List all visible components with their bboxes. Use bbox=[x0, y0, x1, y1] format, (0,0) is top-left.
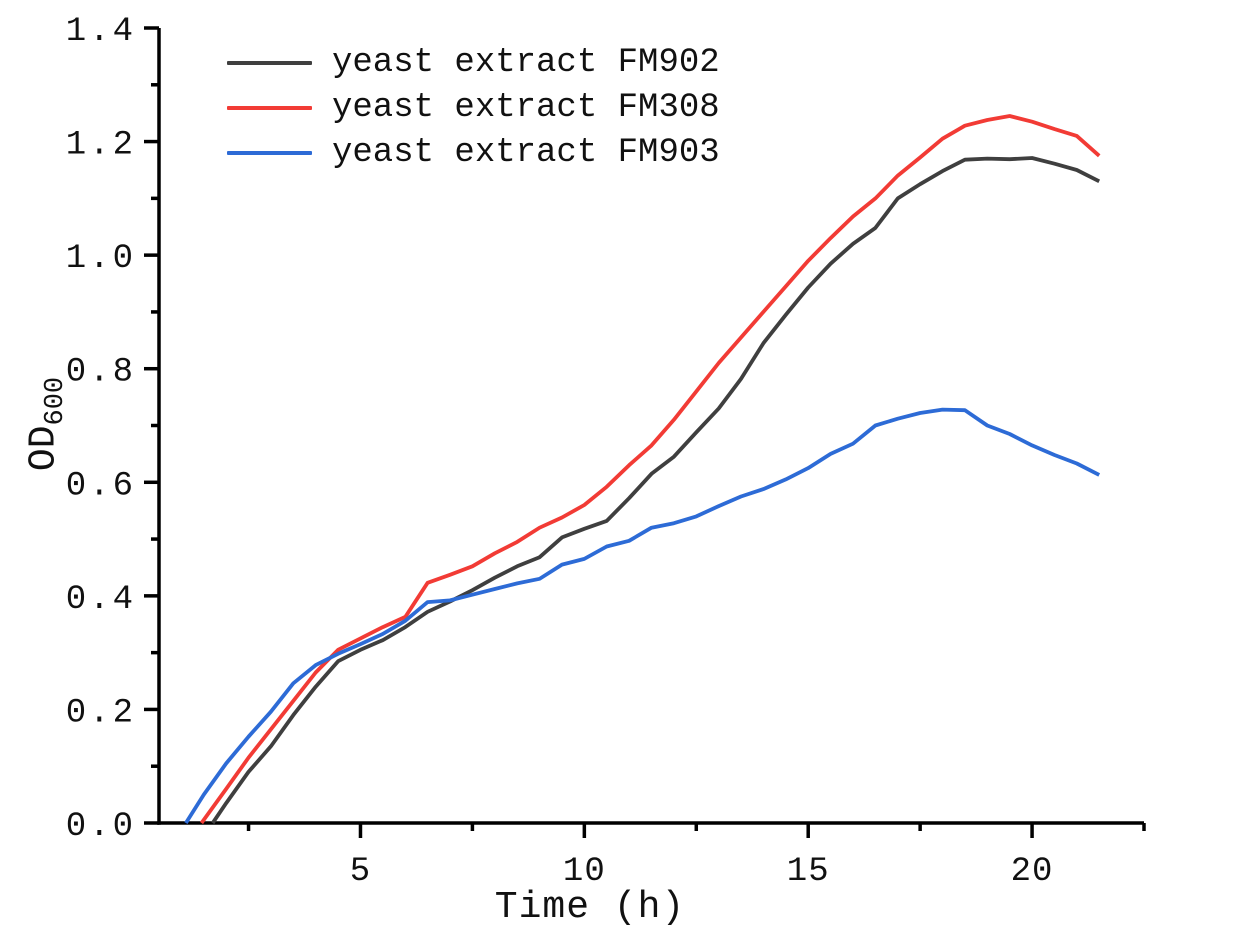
y-tick-label: 0.8 bbox=[66, 354, 136, 392]
series-line-yeast-extract-fm903 bbox=[184, 407, 1101, 825]
y-tick-label: 0.4 bbox=[66, 581, 136, 619]
y-tick-label: 1.2 bbox=[66, 127, 136, 165]
y-tick-label: 1.0 bbox=[66, 240, 136, 278]
x-tick-label: 5 bbox=[350, 853, 371, 891]
y-axis-title: OD600 bbox=[22, 377, 72, 472]
legend-line-swatch-fm902 bbox=[227, 60, 312, 65]
legend-label-fm902: yeast extract FM902 bbox=[332, 43, 720, 82]
y-tick-label: 0.0 bbox=[66, 808, 136, 846]
y-tick-label: 0.6 bbox=[66, 467, 136, 505]
x-axis-title: Time (h) bbox=[494, 886, 686, 929]
legend-label-fm308: yeast extract FM308 bbox=[332, 88, 720, 127]
y-tick-label: 0.2 bbox=[66, 694, 136, 732]
x-tick-label: 10 bbox=[563, 853, 606, 891]
legend-line-swatch-fm308 bbox=[227, 105, 312, 110]
series-line-yeast-extract-fm308 bbox=[199, 114, 1101, 825]
x-tick-label: 15 bbox=[787, 853, 830, 891]
y-tick-label: 1.4 bbox=[66, 13, 136, 51]
y-axis-title-subscript: 600 bbox=[41, 376, 72, 426]
legend-item-fm308: yeast extract FM308 bbox=[227, 85, 720, 130]
y-axis-title-base: OD bbox=[22, 425, 66, 472]
x-tick-label: 20 bbox=[1011, 853, 1054, 891]
legend-item-fm902: yeast extract FM902 bbox=[227, 40, 720, 85]
series-line-yeast-extract-fm902 bbox=[211, 156, 1101, 825]
legend-line-swatch-fm903 bbox=[227, 150, 312, 155]
legend-label-fm903: yeast extract FM903 bbox=[332, 133, 720, 172]
legend: yeast extract FM902 yeast extract FM308 … bbox=[227, 40, 720, 175]
legend-item-fm903: yeast extract FM903 bbox=[227, 130, 720, 175]
